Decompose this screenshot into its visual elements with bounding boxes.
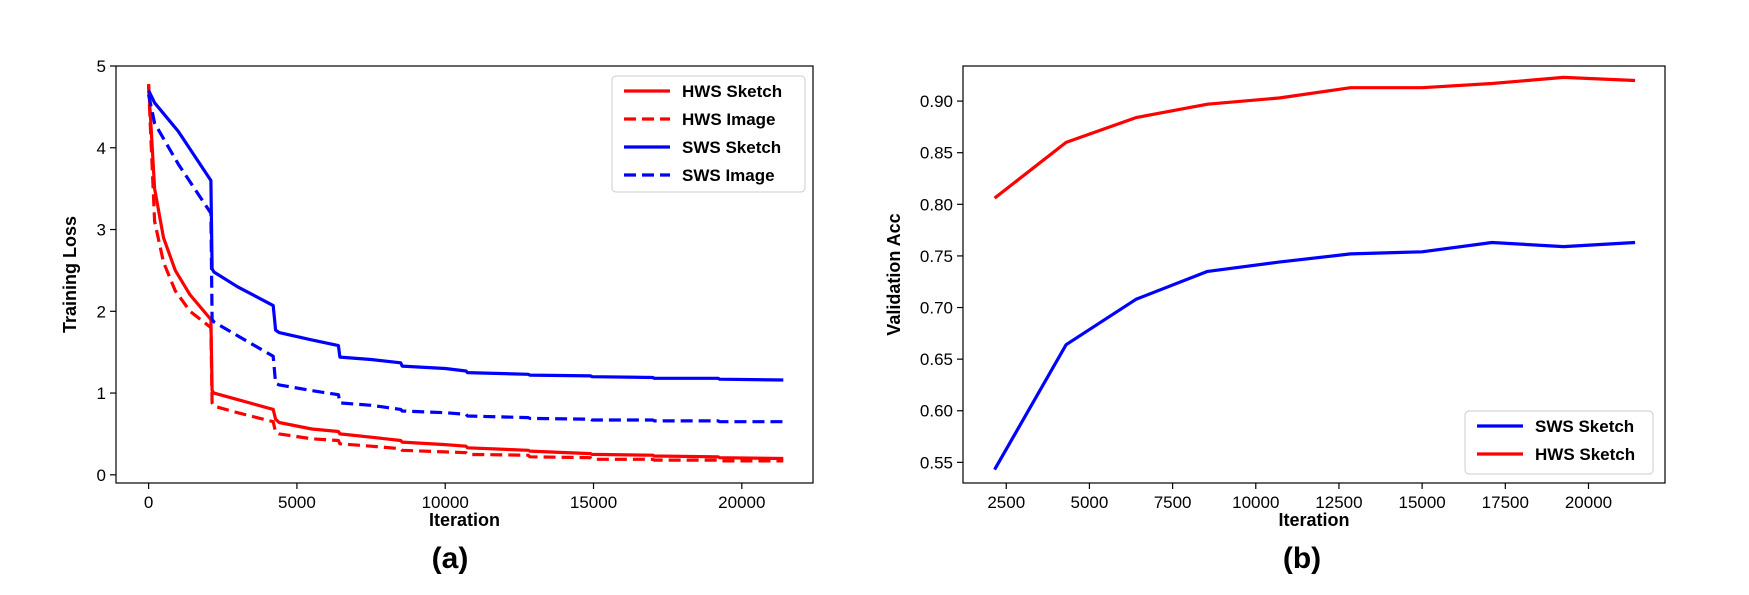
chart-panel-a: 0 5000 10000 15000 20000 0 1 2 3 4 5 Iteration Train…	[60, 57, 814, 575]
x-tick-label: 20000	[1565, 493, 1612, 512]
series-line-2	[993, 75, 1636, 200]
legend-entry: SWS Image	[682, 166, 775, 185]
x-tick-label: 15000	[1398, 493, 1445, 512]
legend-entry: HWS Image	[682, 110, 776, 129]
series-line-1	[993, 240, 1636, 471]
x-axis-label: Iteration	[429, 510, 500, 530]
x-tick-label: 15000	[570, 493, 617, 512]
legend-box	[611, 75, 806, 193]
series-group	[147, 83, 784, 463]
legend-entry: HWS Sketch	[1535, 445, 1635, 464]
y-tick-label: 0.65	[920, 350, 953, 369]
panel-caption: (a)	[432, 542, 469, 575]
y-tick-label: 2	[97, 302, 106, 321]
legend: SWS Sketch HWS Sketch	[1464, 410, 1654, 475]
y-tick-label: 0.90	[920, 92, 953, 111]
x-tick-label: 20000	[718, 493, 765, 512]
x-tick-label: 12500	[1315, 493, 1362, 512]
series-line-2	[147, 86, 784, 463]
x-tick-label: 0	[144, 493, 153, 512]
x-tick-label: 2500	[987, 493, 1025, 512]
y-tick-label: 0.60	[920, 402, 953, 421]
x-tick-label: 7500	[1154, 493, 1192, 512]
y-tick-label: 3	[97, 221, 106, 240]
y-tick-label: 0.70	[920, 299, 953, 318]
x-tick-label: 5000	[278, 493, 316, 512]
axes-frame	[115, 65, 814, 484]
y-axis-label: Training Loss	[60, 216, 80, 333]
x-tick-label: 10000	[1232, 493, 1279, 512]
chart-panel-b: 2500 5000 7500 10000 12500 15000 17500 20000 0.5…	[884, 65, 1666, 575]
y-tick-label: 0.55	[920, 453, 953, 472]
series-group	[993, 75, 1636, 471]
legend-entry: SWS Sketch	[682, 138, 781, 157]
x-tick-label: 10000	[422, 493, 469, 512]
x-axis-label: Iteration	[1278, 510, 1349, 530]
legend-entry: SWS Sketch	[1535, 417, 1634, 436]
x-tick-label: 17500	[1482, 493, 1529, 512]
y-tick-label: 1	[97, 384, 106, 403]
y-tick-label: 4	[97, 139, 106, 158]
y-tick-label: 5	[97, 57, 106, 76]
legend: HWS Sketch HWS Image SWS Sketch SWS Image	[611, 75, 806, 193]
series-line-3	[147, 89, 784, 382]
series-line-4	[147, 94, 784, 424]
y-axis-label: Validation Acc	[884, 213, 904, 335]
x-tick-label: 5000	[1071, 493, 1109, 512]
y-tick-label: 0	[97, 466, 106, 485]
y-tick-label: 0.85	[920, 144, 953, 163]
legend-entry: HWS Sketch	[682, 82, 782, 101]
y-tick-label: 0.80	[920, 195, 953, 214]
panel-caption: (b)	[1283, 542, 1321, 575]
series-line-1	[147, 83, 784, 461]
axes-frame	[962, 65, 1666, 484]
y-tick-label: 0.75	[920, 247, 953, 266]
